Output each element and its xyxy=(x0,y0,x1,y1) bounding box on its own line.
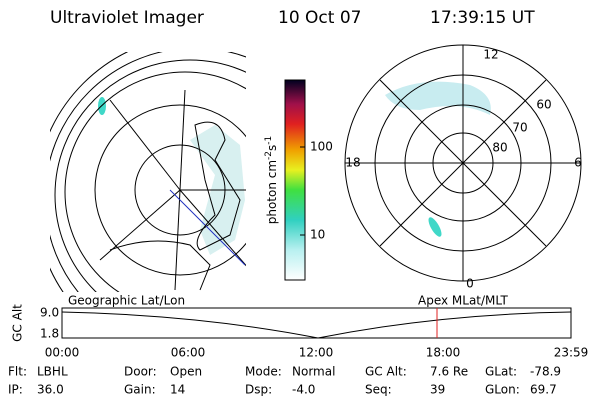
lat-circle xyxy=(64,71,246,292)
mlt-label: 0 xyxy=(466,277,474,291)
meridian xyxy=(174,189,181,291)
info-value: LBHL xyxy=(37,365,68,379)
geographic-map xyxy=(50,52,246,292)
meridian xyxy=(109,99,181,191)
title: Ultraviolet Imager xyxy=(50,8,204,28)
info-label: GC Alt: xyxy=(365,365,407,379)
exponent: -1 xyxy=(264,136,274,145)
mlt-line xyxy=(379,79,547,247)
meridian xyxy=(179,189,246,267)
lat-label: 70 xyxy=(512,121,527,135)
colorbar-tick-label: 10 xyxy=(310,228,325,242)
x-label: 18:00 xyxy=(426,346,461,360)
info-label: Mode: xyxy=(245,365,282,379)
date: 10 Oct 07 xyxy=(278,8,361,28)
info-value: 36.0 xyxy=(37,383,64,397)
coastline xyxy=(194,121,241,251)
aurora-patch xyxy=(428,217,442,237)
info-value: Normal xyxy=(292,365,335,379)
lat-label: 60 xyxy=(536,98,551,112)
lat-circle xyxy=(54,59,246,292)
info-label: Gain: xyxy=(124,383,156,397)
info-label: IP: xyxy=(8,383,23,397)
colorbar-label: photon cm-2s-1 xyxy=(264,136,279,225)
x-label: 00:00 xyxy=(45,346,80,360)
altitude-curve xyxy=(61,311,572,339)
info-panel: Flt: LBHL Door: Open Mode: Normal GC Alt: 7.6 R… xyxy=(8,365,561,397)
aurora-patch xyxy=(385,81,491,115)
lat-circle xyxy=(50,52,129,292)
timeline-title: Apex MLat/MLT xyxy=(418,294,508,308)
info-value: 7.6 Re xyxy=(430,365,468,379)
info-label: GLat: xyxy=(485,365,517,379)
x-label: 06:00 xyxy=(171,346,206,360)
track xyxy=(169,189,246,266)
lat-label: 80 xyxy=(492,141,507,155)
x-label: 23:59 xyxy=(554,346,589,360)
info-value: -78.9 xyxy=(530,365,561,379)
info-value: 14 xyxy=(170,383,185,397)
info-label: Dsp: xyxy=(245,383,272,397)
info-value: -4.0 xyxy=(292,383,315,397)
colorbar xyxy=(284,79,306,281)
y-label: 9.0 xyxy=(40,306,59,320)
meridian xyxy=(179,89,186,191)
info-value: 69.7 xyxy=(530,383,557,397)
unit: photon cm xyxy=(265,160,279,224)
x-labels: 00:00 06:00 12:00 18:00 23:59 xyxy=(45,346,589,360)
x-label: 12:00 xyxy=(299,346,334,360)
info-label: Seq: xyxy=(365,383,392,397)
timeline-title: Geographic Lat/Lon xyxy=(68,294,185,308)
polar-plot: 12 18 6 0 60 70 80 xyxy=(344,44,582,291)
info-label: GLon: xyxy=(485,383,520,397)
info-value: Open xyxy=(170,365,202,379)
axis-label: GC Alt xyxy=(11,304,25,342)
info-value: 39 xyxy=(430,383,445,397)
time: 17:39:15 UT xyxy=(430,8,535,28)
info-label: Door: xyxy=(124,365,157,379)
mlt-label: 18 xyxy=(345,156,360,170)
colorbar-tick-label: 100 xyxy=(310,140,333,154)
unit: s xyxy=(265,145,279,151)
exponent: -2 xyxy=(264,151,274,160)
mlt-label: 12 xyxy=(483,48,498,62)
y-label: 1.8 xyxy=(40,327,59,341)
coastline xyxy=(109,240,211,291)
timeline-box xyxy=(61,307,572,339)
info-label: Flt: xyxy=(8,365,27,379)
mlt-label: 6 xyxy=(574,156,582,170)
lat-circle xyxy=(94,104,246,276)
